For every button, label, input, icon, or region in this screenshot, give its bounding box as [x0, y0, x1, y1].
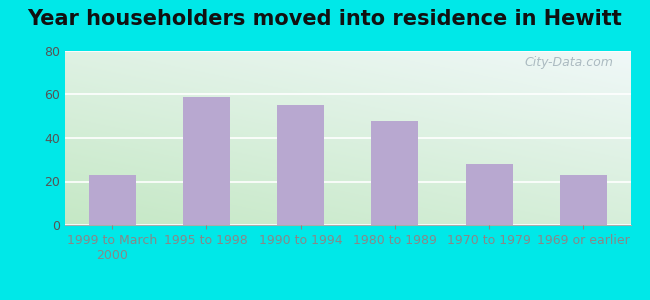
Bar [465, 164, 513, 225]
Text: City-Data.com: City-Data.com [525, 56, 614, 69]
Bar [371, 121, 419, 225]
Bar [88, 175, 136, 225]
Bar [277, 105, 324, 225]
Bar [183, 97, 230, 225]
Bar [560, 175, 607, 225]
Text: Year householders moved into residence in Hewitt: Year householders moved into residence i… [27, 9, 623, 29]
